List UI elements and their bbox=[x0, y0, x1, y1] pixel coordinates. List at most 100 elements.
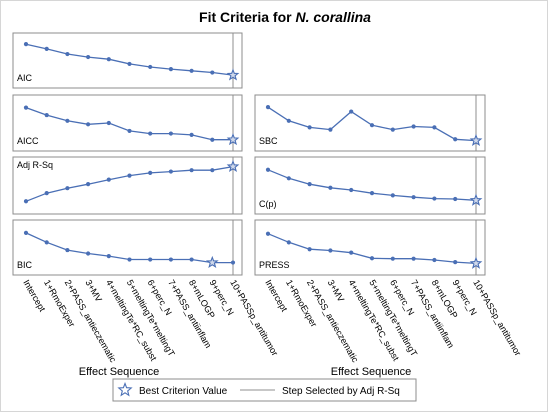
data-point bbox=[286, 240, 291, 245]
panel-label: PRESS bbox=[259, 260, 290, 270]
x-axis-label-right: Effect Sequence bbox=[331, 366, 412, 378]
data-point bbox=[65, 186, 70, 191]
data-point bbox=[106, 177, 111, 182]
data-point bbox=[148, 170, 153, 175]
data-point bbox=[44, 191, 49, 196]
data-point bbox=[148, 64, 153, 70]
data-point bbox=[189, 257, 194, 262]
data-point bbox=[65, 118, 70, 123]
data-point bbox=[328, 248, 333, 253]
data-point bbox=[86, 122, 91, 127]
x-tick-label: 3+MV bbox=[326, 278, 347, 304]
data-point bbox=[453, 260, 458, 265]
data-point bbox=[307, 182, 312, 187]
data-point bbox=[453, 137, 458, 142]
data-point bbox=[349, 250, 354, 255]
panel-label: Adj R-Sq bbox=[17, 160, 53, 170]
best-criterion-star bbox=[226, 132, 240, 146]
data-point bbox=[286, 118, 291, 123]
criteria-panels: AIC AICC SBC Adj R-Sq C(p) BIC PRESS bbox=[12, 32, 486, 276]
data-point bbox=[328, 127, 333, 132]
data-point bbox=[265, 167, 271, 172]
data-point bbox=[106, 57, 111, 62]
data-point bbox=[390, 193, 395, 198]
panel-frame bbox=[254, 156, 486, 215]
legend-best-label: Best Criterion Value bbox=[139, 386, 228, 397]
panel-aicc: AICC bbox=[12, 94, 243, 152]
data-point bbox=[86, 251, 91, 256]
panel-label: C(p) bbox=[259, 199, 277, 209]
panel-frame bbox=[254, 219, 486, 276]
legend: Best Criterion Value Step Selected by Ad… bbox=[112, 378, 417, 402]
panel-frame bbox=[254, 94, 486, 152]
data-point bbox=[286, 176, 291, 181]
data-point bbox=[369, 123, 375, 128]
x-tick-label: 10+PASSp_antitumor bbox=[471, 278, 523, 358]
data-point bbox=[411, 195, 416, 200]
panel-sbc: SBC bbox=[254, 94, 486, 152]
data-point bbox=[411, 256, 416, 261]
data-point bbox=[23, 42, 29, 47]
data-point bbox=[168, 131, 173, 136]
best-criterion-star bbox=[469, 256, 483, 269]
panel-frame bbox=[12, 219, 243, 276]
data-point bbox=[349, 187, 354, 193]
best-criterion-star bbox=[226, 68, 240, 81]
panel-label: AICC bbox=[17, 136, 39, 146]
x-tick-labels: Intercept1+RmoExper2+PASS_antieczematic3… bbox=[21, 278, 523, 365]
panel-label: SBC bbox=[259, 136, 278, 146]
data-point bbox=[265, 105, 271, 110]
data-point bbox=[127, 173, 132, 178]
data-point bbox=[86, 54, 91, 60]
data-point bbox=[86, 182, 91, 187]
x-axis-label-left: Effect Sequence bbox=[79, 366, 160, 378]
data-point bbox=[44, 240, 49, 245]
data-point bbox=[411, 124, 416, 129]
data-point bbox=[432, 196, 437, 201]
panel-label: BIC bbox=[17, 260, 33, 270]
panel-frame bbox=[12, 32, 243, 89]
data-point bbox=[168, 169, 173, 174]
panel-press: PRESS bbox=[254, 219, 486, 276]
data-point bbox=[189, 132, 194, 137]
panel-frame bbox=[12, 94, 243, 152]
data-point bbox=[210, 168, 215, 173]
data-point bbox=[349, 109, 354, 114]
data-point bbox=[23, 230, 29, 235]
data-point bbox=[390, 256, 395, 261]
data-point bbox=[230, 260, 236, 265]
data-point bbox=[210, 70, 215, 75]
data-point bbox=[265, 231, 271, 236]
data-point bbox=[65, 51, 70, 57]
data-point bbox=[189, 68, 194, 73]
chart-title-prefix: Fit Criteria for bbox=[199, 9, 295, 25]
panel-label: AIC bbox=[17, 73, 33, 83]
best-criterion-star bbox=[226, 159, 240, 173]
data-point bbox=[307, 125, 312, 130]
data-point bbox=[210, 137, 215, 142]
data-point bbox=[168, 257, 173, 262]
data-point bbox=[106, 120, 111, 126]
data-point bbox=[127, 128, 132, 134]
data-point bbox=[44, 112, 49, 118]
legend-star-icon bbox=[117, 381, 133, 397]
chart-title-species: N. corallina bbox=[296, 9, 372, 25]
data-point bbox=[369, 256, 375, 261]
data-point bbox=[453, 196, 458, 202]
x-tick-label: 3+MV bbox=[83, 278, 104, 304]
data-point bbox=[65, 247, 70, 253]
data-point bbox=[432, 257, 437, 263]
data-point bbox=[148, 131, 153, 136]
data-point bbox=[127, 257, 132, 262]
data-point bbox=[106, 254, 111, 259]
data-point bbox=[168, 67, 173, 72]
data-point bbox=[189, 168, 194, 173]
data-point bbox=[328, 185, 333, 190]
data-point bbox=[432, 125, 437, 130]
best-criterion-star bbox=[469, 133, 483, 147]
data-point bbox=[44, 46, 49, 51]
data-point bbox=[23, 199, 29, 204]
data-point bbox=[307, 247, 312, 252]
panel-bic: BIC bbox=[12, 219, 243, 276]
